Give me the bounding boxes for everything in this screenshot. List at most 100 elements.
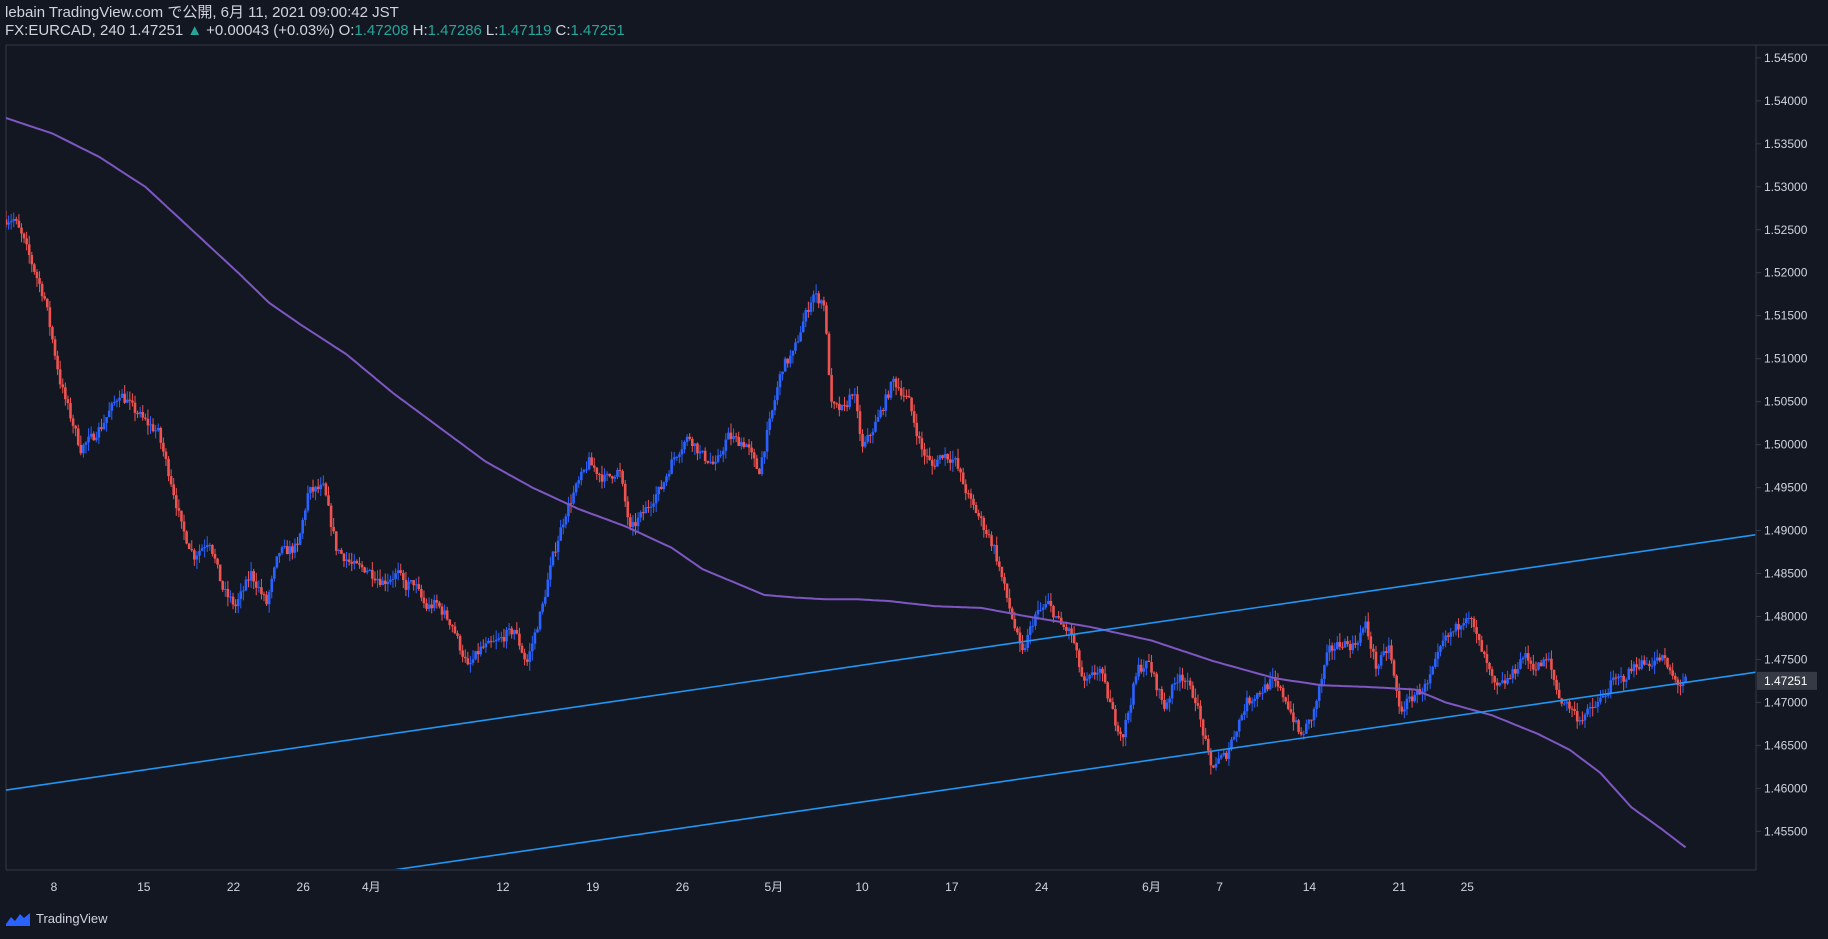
candle-body <box>1619 675 1623 677</box>
time-tick-label: 25 <box>1461 880 1475 894</box>
trendline-lower[interactable] <box>393 671 1756 870</box>
candle-body <box>1121 734 1125 738</box>
candle-body <box>402 572 405 580</box>
candle-body <box>64 387 67 400</box>
candle-body <box>551 551 555 566</box>
candle-body <box>1219 755 1223 759</box>
candle-body <box>87 436 90 443</box>
candle-body <box>598 473 601 475</box>
candle-body <box>1034 614 1037 626</box>
candle-body <box>649 506 653 508</box>
candle-body <box>1485 654 1489 663</box>
candle-body <box>897 387 900 389</box>
candle-body <box>84 442 88 445</box>
candle-body <box>670 459 673 474</box>
candle-body <box>690 438 694 447</box>
candle-body <box>159 427 163 443</box>
candle-body <box>765 429 769 452</box>
candle-body <box>912 411 916 423</box>
candle-body <box>799 332 802 342</box>
candle-body <box>136 412 139 415</box>
candle-body <box>1434 658 1437 667</box>
candle-body <box>928 455 931 460</box>
time-tick-label: 5月 <box>764 880 783 894</box>
candle-body <box>1415 689 1419 695</box>
candle-body <box>1315 700 1318 709</box>
candle-body <box>541 603 544 612</box>
candle-body <box>861 433 864 447</box>
candle-body <box>959 468 962 473</box>
candle-body <box>1338 642 1342 647</box>
candle-body <box>603 474 606 482</box>
candle-body <box>763 451 766 458</box>
candle-body <box>1160 689 1164 700</box>
candle-body <box>438 602 441 607</box>
footer[interactable]: TradingView <box>6 911 108 926</box>
candle-body <box>1563 703 1566 705</box>
candle-body <box>386 581 390 585</box>
candle-body <box>1041 607 1045 610</box>
candle-body <box>71 418 75 426</box>
candle-body <box>1114 709 1117 726</box>
candle-body <box>1668 667 1672 671</box>
candle-body <box>812 294 815 303</box>
time-axis: 8 15 22 26 4月 12 19 26 5月 10 17 24 6月 7 14 21 25 <box>51 880 1475 894</box>
candle-body <box>1072 634 1076 643</box>
candle-body <box>1044 604 1048 608</box>
candle-body <box>964 484 968 494</box>
price-tick-label: 1.54500 <box>1764 51 1808 65</box>
candle-body <box>652 503 655 507</box>
candle-body <box>51 327 54 340</box>
candle-body <box>665 476 668 483</box>
candle-body <box>848 394 851 408</box>
candle-body <box>1168 698 1171 703</box>
candle-body <box>275 556 279 568</box>
trendline-upper[interactable] <box>6 534 1756 791</box>
candle-body <box>76 428 80 445</box>
candle-body <box>414 584 418 586</box>
candle-body <box>1588 707 1592 709</box>
candle-body <box>572 492 575 504</box>
candle-body <box>1217 758 1220 764</box>
candle-body <box>453 626 457 634</box>
candle-body <box>1250 700 1254 704</box>
candle-body <box>1377 665 1380 669</box>
candle-body <box>990 535 993 547</box>
candle-body <box>1243 711 1246 716</box>
candle-body <box>1519 659 1522 669</box>
candle-body <box>306 493 310 511</box>
candle-body <box>807 310 810 312</box>
candle-body <box>61 384 65 388</box>
candle-body <box>1323 665 1326 679</box>
candle-body <box>1049 600 1053 607</box>
candle-body <box>1279 686 1282 689</box>
tradingview-logo-icon <box>6 912 30 926</box>
candle-body <box>74 425 77 429</box>
open-label: O: <box>338 22 355 39</box>
candle-body <box>469 662 472 665</box>
ohlc-line: FX:EURCAD, 240 1.47251 ▲ +0.00043 (+0.03%) O… <box>5 22 629 40</box>
candle-body <box>941 455 944 458</box>
candle-body <box>278 552 281 557</box>
candle-body <box>1137 664 1140 677</box>
symbol-label: FX:EURCAD, 240 <box>5 22 126 39</box>
candle-body <box>1132 683 1135 705</box>
candle-body <box>1663 655 1667 658</box>
plot-area[interactable] <box>0 0 1756 870</box>
candle-body <box>342 553 346 562</box>
candle-body <box>1361 628 1365 633</box>
candle-body <box>1557 689 1561 699</box>
candle-body <box>1679 685 1682 687</box>
candle-body <box>1305 723 1308 734</box>
candle-body <box>1506 678 1509 684</box>
candle-body <box>1655 657 1659 661</box>
candle-body <box>626 501 630 518</box>
candle-body <box>817 293 820 304</box>
candle-body <box>48 307 52 328</box>
candle-body <box>389 579 392 582</box>
candle-body <box>340 549 343 554</box>
candle-body <box>1152 672 1156 674</box>
candle-body <box>1385 651 1388 653</box>
candle-body <box>422 597 426 604</box>
